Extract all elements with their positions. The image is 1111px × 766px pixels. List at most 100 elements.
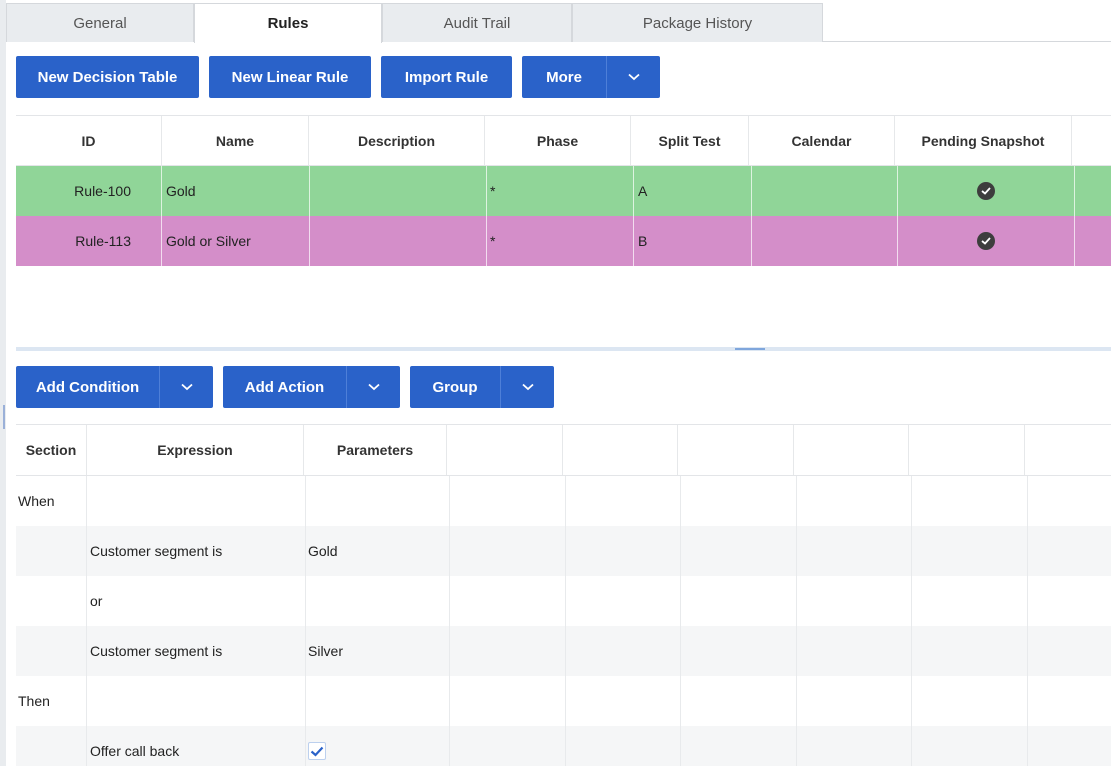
empty-cell[interactable] xyxy=(566,626,681,676)
empty-cell[interactable] xyxy=(1028,726,1111,766)
column-header-description[interactable]: Description xyxy=(309,116,485,165)
empty-cell[interactable] xyxy=(1028,676,1111,726)
expression-cell[interactable]: or xyxy=(87,576,306,626)
add-action-button[interactable]: Add Action xyxy=(223,366,400,408)
chevron-down-icon xyxy=(367,383,380,391)
section-cell xyxy=(16,726,87,766)
expression-cell[interactable]: Offer call back xyxy=(87,726,306,766)
column-header-pending-snapshot[interactable]: Pending Snapshot xyxy=(895,116,1072,165)
empty-cell[interactable] xyxy=(450,476,566,526)
list-item[interactable]: When xyxy=(16,476,1111,526)
column-header-empty xyxy=(447,425,563,475)
add-action-label: Add Action xyxy=(244,378,325,396)
column-header-calendar[interactable]: Calendar xyxy=(749,116,895,165)
column-header-parameters[interactable]: Parameters xyxy=(304,425,447,475)
empty-cell[interactable] xyxy=(681,576,797,626)
empty-cell[interactable] xyxy=(1028,576,1111,626)
checkbox-checked-icon[interactable] xyxy=(308,742,326,760)
list-item[interactable]: Then xyxy=(16,676,1111,726)
empty-cell[interactable] xyxy=(1028,476,1111,526)
empty-cell[interactable] xyxy=(912,576,1028,626)
parameter-cell[interactable] xyxy=(306,676,450,726)
more-dropdown-toggle[interactable] xyxy=(606,56,660,98)
column-header-name[interactable]: Name xyxy=(162,116,309,165)
column-header-section[interactable]: Section xyxy=(16,425,87,475)
empty-cell[interactable] xyxy=(912,676,1028,726)
pending-snapshot-cell xyxy=(898,166,1075,216)
pane-splitter[interactable] xyxy=(16,347,1111,351)
group-label: Group xyxy=(432,378,478,396)
empty-cell[interactable] xyxy=(912,726,1028,766)
empty-cell[interactable] xyxy=(566,576,681,626)
table-row[interactable]: Rule-100 Gold * A xyxy=(16,166,1111,216)
rule-calendar xyxy=(752,166,898,216)
empty-cell[interactable] xyxy=(797,476,912,526)
empty-cell[interactable] xyxy=(797,626,912,676)
empty-cell[interactable] xyxy=(681,726,797,766)
tab-rules[interactable]: Rules xyxy=(194,3,382,43)
add-condition-label: Add Condition xyxy=(35,378,140,396)
empty-cell[interactable] xyxy=(450,576,566,626)
more-button[interactable]: More xyxy=(522,56,660,98)
empty-cell[interactable] xyxy=(450,626,566,676)
column-header-phase[interactable]: Phase xyxy=(485,116,631,165)
empty-cell[interactable] xyxy=(566,726,681,766)
empty-cell[interactable] xyxy=(566,526,681,576)
tab-general[interactable]: General xyxy=(6,3,194,42)
splitter-grip[interactable] xyxy=(735,348,765,350)
list-item[interactable]: Offer call back xyxy=(16,726,1111,766)
rule-id: Rule-100 xyxy=(16,166,162,216)
new-decision-table-button[interactable]: New Decision Table xyxy=(16,56,199,98)
parameter-cell[interactable]: Gold xyxy=(306,526,450,576)
empty-cell[interactable] xyxy=(450,726,566,766)
expression-cell[interactable] xyxy=(87,676,306,726)
expression-cell[interactable]: Customer segment is xyxy=(87,526,306,576)
empty-cell[interactable] xyxy=(450,676,566,726)
group-dropdown-toggle[interactable] xyxy=(500,366,554,408)
tab-audit-trail[interactable]: Audit Trail xyxy=(382,3,572,42)
column-header-expression[interactable]: Expression xyxy=(87,425,304,475)
empty-cell[interactable] xyxy=(797,726,912,766)
expression-cell[interactable] xyxy=(87,476,306,526)
empty-cell[interactable] xyxy=(797,576,912,626)
expression-cell[interactable]: Customer segment is xyxy=(87,626,306,676)
empty-cell[interactable] xyxy=(681,676,797,726)
column-header-id[interactable]: ID xyxy=(16,116,162,165)
rule-name: Gold xyxy=(162,166,310,216)
empty-cell[interactable] xyxy=(1028,626,1111,676)
tab-package-history[interactable]: Package History xyxy=(572,3,823,42)
list-item[interactable]: or xyxy=(16,576,1111,626)
new-linear-rule-button[interactable]: New Linear Rule xyxy=(209,56,371,98)
table-row[interactable]: Rule-113 Gold or Silver * B xyxy=(16,216,1111,266)
empty-cell[interactable] xyxy=(681,476,797,526)
empty-cell[interactable] xyxy=(912,526,1028,576)
empty-cell[interactable] xyxy=(912,626,1028,676)
section-cell xyxy=(16,626,87,676)
add-action-dropdown-toggle[interactable] xyxy=(346,366,400,408)
add-condition-dropdown-toggle[interactable] xyxy=(159,366,213,408)
column-header-split-test[interactable]: Split Test xyxy=(631,116,749,165)
empty-cell[interactable] xyxy=(450,526,566,576)
chevron-down-icon xyxy=(627,73,640,81)
empty-cell[interactable] xyxy=(1028,526,1111,576)
empty-cell[interactable] xyxy=(681,526,797,576)
list-item[interactable]: Customer segment is Gold xyxy=(16,526,1111,576)
new-linear-rule-label: New Linear Rule xyxy=(231,68,349,86)
import-rule-button[interactable]: Import Rule xyxy=(381,56,512,98)
list-item[interactable]: Customer segment is Silver xyxy=(16,626,1111,676)
pending-snapshot-cell xyxy=(898,216,1075,266)
add-condition-button[interactable]: Add Condition xyxy=(16,366,213,408)
parameter-cell[interactable]: Silver xyxy=(306,626,450,676)
empty-cell[interactable] xyxy=(797,526,912,576)
empty-cell[interactable] xyxy=(566,676,681,726)
parameter-cell[interactable] xyxy=(306,476,450,526)
empty-cell[interactable] xyxy=(912,476,1028,526)
empty-cell[interactable] xyxy=(797,676,912,726)
rule-description xyxy=(310,166,487,216)
parameter-cell[interactable] xyxy=(306,576,450,626)
parameter-cell[interactable] xyxy=(306,726,450,766)
rule-split-test: A xyxy=(634,166,752,216)
empty-cell[interactable] xyxy=(566,476,681,526)
empty-cell[interactable] xyxy=(681,626,797,676)
group-button[interactable]: Group xyxy=(410,366,554,408)
